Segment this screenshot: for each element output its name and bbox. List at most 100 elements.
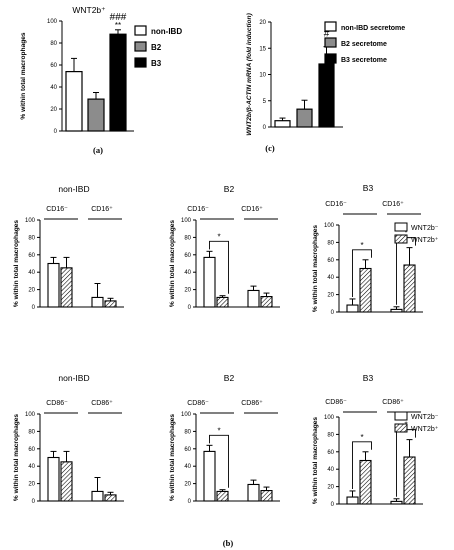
legend-swatch <box>324 53 337 64</box>
group-label: CD16⁻ <box>325 201 347 208</box>
group-label: CD86⁺ <box>241 400 263 407</box>
significance-bracket <box>209 434 229 488</box>
y-tick-label: 60 <box>327 450 334 456</box>
legend-swatch <box>134 25 147 36</box>
y-tick-label: 40 <box>28 270 35 276</box>
y-tick-label: 80 <box>184 429 191 435</box>
bar <box>47 262 60 308</box>
bar <box>60 461 73 502</box>
group-label: CD86⁻ <box>325 399 347 406</box>
bar <box>65 70 83 132</box>
y-tick-label: 80 <box>327 432 334 438</box>
bar <box>247 289 260 308</box>
y-tick-label: 20 <box>184 482 191 488</box>
y-tick-label: 100 <box>324 223 335 229</box>
bar <box>346 304 359 313</box>
y-tick-label: 80 <box>184 235 191 241</box>
y-axis-label: WNT2b/β-ACTIN mRNA (fold induction) <box>246 13 253 136</box>
y-axis-label: % within total macrophages <box>312 417 319 505</box>
y-axis-label: % within total macrophages <box>169 414 176 502</box>
group-label: CD16⁻ <box>46 206 68 213</box>
bar <box>203 450 216 502</box>
legend-label: B2 secretome <box>341 41 387 48</box>
bar <box>247 483 260 502</box>
y-tick-label: 80 <box>28 429 35 435</box>
y-tick-label: 60 <box>184 447 191 453</box>
bar <box>203 256 216 308</box>
chart-title: B3 <box>363 373 374 383</box>
legend-label: WNT2b⁻ <box>411 225 439 232</box>
y-axis-label: % within total macrophages <box>13 220 20 308</box>
y-tick-label: 0 <box>32 305 36 311</box>
y-axis-label: % within total macrophages <box>13 414 20 502</box>
legend-swatch <box>394 222 408 232</box>
y-tick-label: 0 <box>263 125 267 131</box>
chart-b6: 0 20 40 60 80 100 % within total macrophages B3… <box>312 373 439 508</box>
y-tick-label: 20 <box>259 20 266 26</box>
bar <box>390 308 403 313</box>
y-tick-label: 100 <box>25 412 36 418</box>
chart-b4: 0 20 40 60 80 100 % within total macrophages no… <box>13 373 124 505</box>
y-tick-label: 0 <box>32 499 36 505</box>
charts-layer: 0 20 40 60 80 100 % within total macrophages WN… <box>13 5 439 508</box>
y-tick-label: 100 <box>324 415 335 421</box>
y-tick-label: 20 <box>50 107 57 113</box>
y-tick-label: 80 <box>50 41 57 47</box>
y-tick-label: 20 <box>327 293 334 299</box>
panel-label-c: (c) <box>265 143 275 153</box>
y-tick-label: 60 <box>327 258 334 264</box>
legend-label: B2 <box>151 43 162 52</box>
y-tick-label: 0 <box>331 310 335 316</box>
y-tick-label: 20 <box>28 482 35 488</box>
bar <box>109 33 127 132</box>
bar <box>274 120 291 128</box>
bar <box>47 456 60 502</box>
bar <box>403 456 416 505</box>
y-tick-label: 60 <box>28 253 35 259</box>
y-tick-label: 60 <box>50 63 57 69</box>
y-tick-label: 60 <box>184 253 191 259</box>
legend-label: non-IBD secretome <box>341 25 405 32</box>
y-tick-label: 100 <box>181 218 192 224</box>
bar <box>60 267 73 308</box>
bar <box>87 98 105 132</box>
y-tick-label: 0 <box>188 499 192 505</box>
group-label: CD16⁺ <box>91 206 113 213</box>
y-tick-label: 80 <box>28 235 35 241</box>
legend-label: WNT2b⁻ <box>411 414 439 421</box>
y-axis-label: % within total macrophages <box>169 220 176 308</box>
group-label: CD16⁻ <box>187 206 209 213</box>
y-tick-label: 100 <box>181 412 192 418</box>
significance-mark: * <box>217 232 220 241</box>
significance-mark: ### <box>110 12 127 23</box>
y-tick-label: 40 <box>327 275 334 281</box>
bar <box>390 500 403 505</box>
bar <box>91 296 104 308</box>
chart-title: B2 <box>224 184 235 194</box>
significance-mark: ** <box>115 21 121 30</box>
chart-b1: 0 20 40 60 80 100 % within total macrophages no… <box>13 184 124 311</box>
y-tick-label: 40 <box>50 85 57 91</box>
legend-swatch <box>394 411 408 421</box>
bar <box>346 496 359 505</box>
panel-label-a: (a) <box>93 145 103 155</box>
significance-bracket <box>352 441 372 489</box>
legend-swatch <box>134 57 147 68</box>
y-tick-label: 20 <box>327 485 334 491</box>
y-tick-label: 40 <box>28 464 35 470</box>
legend-label: B3 <box>151 59 162 68</box>
chart-title: non-IBD <box>58 373 89 383</box>
y-tick-label: 60 <box>28 447 35 453</box>
legend-swatch <box>394 423 408 433</box>
significance-mark: * <box>360 433 363 442</box>
bar <box>104 300 117 308</box>
y-tick-label: 0 <box>54 129 58 135</box>
y-tick-label: 40 <box>184 270 191 276</box>
bar <box>359 267 372 313</box>
chart-title: WNT2b⁺ <box>72 5 106 15</box>
y-tick-label: 100 <box>25 218 36 224</box>
chart-a: 0 20 40 60 80 100 % within total macrophages WN… <box>20 5 182 135</box>
bar <box>216 296 229 308</box>
y-tick-label: 5 <box>263 99 267 105</box>
legend-swatch <box>394 234 408 244</box>
